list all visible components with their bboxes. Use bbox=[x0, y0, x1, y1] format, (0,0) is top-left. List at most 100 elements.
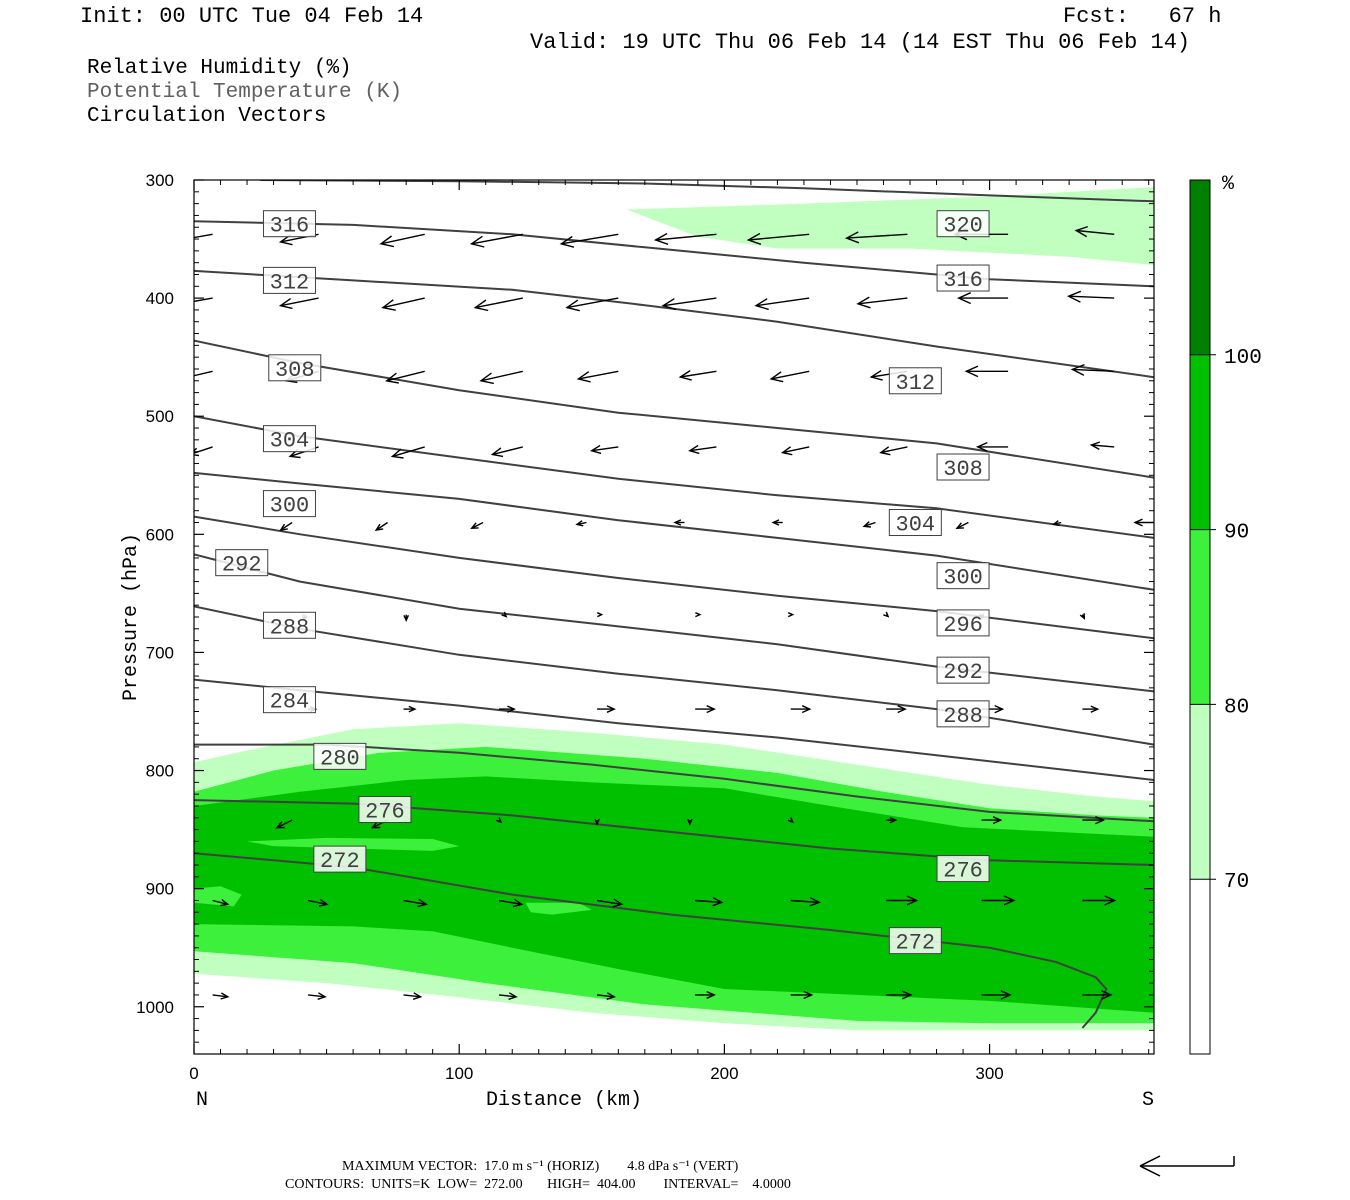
circulation-vector-15 bbox=[661, 297, 717, 311]
vector-shaft bbox=[471, 521, 484, 529]
vector-head bbox=[381, 299, 396, 311]
vector-head bbox=[490, 447, 504, 458]
vector-head bbox=[220, 992, 230, 1000]
circulation-vector-81 bbox=[596, 898, 624, 908]
vector-head bbox=[594, 818, 600, 826]
vector-head bbox=[1070, 364, 1085, 376]
circulation-vector-28 bbox=[964, 365, 1009, 378]
x-tick-label-200: 200 bbox=[710, 1064, 738, 1083]
circulation-vector-86 bbox=[1082, 895, 1117, 906]
vector-head bbox=[318, 898, 329, 907]
y-tick-label-300: 300 bbox=[146, 171, 174, 190]
theta-label-284-0: 284 bbox=[262, 686, 316, 715]
vector-shaft bbox=[857, 297, 908, 305]
circulation-vector-89 bbox=[403, 992, 423, 1000]
vector-head bbox=[379, 235, 395, 248]
circulation-vector-24 bbox=[576, 370, 619, 383]
theta-label-320-0: 320 bbox=[936, 210, 990, 239]
theta-label-text: 280 bbox=[320, 746, 360, 771]
vector-head bbox=[412, 992, 423, 1000]
circulation-vector-90 bbox=[498, 992, 518, 1000]
theta-label-text: 292 bbox=[222, 553, 262, 578]
vector-head bbox=[687, 818, 693, 826]
theta-contour-304 bbox=[194, 415, 1154, 539]
vector-head bbox=[1003, 895, 1016, 906]
vector-head bbox=[565, 299, 580, 312]
vector-shaft bbox=[1068, 295, 1115, 299]
y-tick-label-800: 800 bbox=[146, 762, 174, 781]
vector-head bbox=[787, 612, 795, 618]
theta-label-box bbox=[262, 210, 316, 238]
vector-shaft bbox=[680, 370, 717, 378]
vector-shaft bbox=[194, 233, 213, 239]
vector-head bbox=[769, 371, 784, 383]
vector-head bbox=[803, 990, 814, 1000]
vector-shaft bbox=[212, 899, 228, 905]
x-axis-label: Distance (km) bbox=[486, 1089, 642, 1112]
theta-label-box bbox=[262, 266, 316, 294]
circulation-vector-67 bbox=[1082, 705, 1100, 713]
circulation-vector-16 bbox=[754, 297, 810, 311]
vector-head bbox=[559, 235, 575, 248]
theta-contour-300 bbox=[194, 471, 1154, 591]
theta-label-box bbox=[313, 845, 367, 873]
theta-label-300-1: 300 bbox=[936, 562, 990, 591]
vector-shaft bbox=[386, 370, 425, 382]
theta-label-288-1: 288 bbox=[936, 700, 990, 729]
vector-shaft bbox=[956, 521, 969, 529]
circulation-vector-3 bbox=[469, 233, 523, 248]
vector-head bbox=[653, 232, 669, 245]
vector-shaft bbox=[597, 994, 615, 998]
vector-shaft bbox=[403, 899, 427, 905]
vector-head bbox=[479, 372, 494, 385]
colorbar-swatch-4 bbox=[1190, 180, 1210, 355]
theta-label-text: 320 bbox=[943, 214, 983, 239]
circulation-vector-68 bbox=[275, 819, 293, 829]
theta-label-316-0: 316 bbox=[262, 210, 316, 239]
vector-shaft bbox=[380, 233, 425, 245]
circulation-vector-74 bbox=[886, 816, 898, 824]
y-tick-label-600: 600 bbox=[146, 525, 174, 544]
vector-shaft bbox=[194, 297, 213, 303]
vector-head bbox=[1066, 290, 1082, 303]
vector-head bbox=[955, 522, 964, 529]
vector-head bbox=[771, 519, 780, 526]
vector-head bbox=[906, 895, 919, 906]
circulation-vector-5 bbox=[653, 232, 717, 245]
circulation-vector-75 bbox=[981, 816, 1003, 825]
theta-label-box bbox=[262, 611, 316, 639]
circulation-vector-96 bbox=[1082, 990, 1113, 1000]
vector-head bbox=[408, 705, 417, 713]
vector-head bbox=[275, 821, 285, 829]
circulation-vector-83 bbox=[790, 896, 821, 907]
circulation-vector-0 bbox=[194, 233, 213, 239]
vector-head bbox=[856, 296, 871, 309]
theta-label-text: 312 bbox=[896, 371, 936, 396]
circulation-vector-2 bbox=[379, 233, 425, 248]
theta-label-box bbox=[262, 425, 316, 453]
vector-head bbox=[889, 816, 898, 824]
theta-label-308-1: 308 bbox=[936, 453, 990, 482]
circulation-vector-40 bbox=[279, 521, 293, 532]
y-tick-label-400: 400 bbox=[146, 289, 174, 308]
circulation-vector-60 bbox=[403, 705, 417, 713]
vector-head bbox=[688, 444, 700, 455]
vector-head bbox=[844, 231, 860, 244]
vector-head bbox=[992, 816, 1003, 825]
theta-label-text: 312 bbox=[270, 270, 310, 295]
y-axis-label: Pressure (hPa) bbox=[120, 533, 143, 701]
vector-head bbox=[869, 370, 883, 381]
vector-shaft bbox=[755, 297, 810, 307]
vector-head bbox=[902, 990, 913, 1000]
theta-label-312-0: 312 bbox=[262, 266, 316, 295]
theta-label-text: 272 bbox=[896, 931, 936, 956]
circulation-vector-18 bbox=[956, 292, 1009, 305]
vector-head bbox=[673, 519, 682, 526]
vector-shaft bbox=[880, 446, 908, 454]
rh-region-80-5 bbox=[525, 902, 592, 915]
vector-shaft bbox=[307, 899, 328, 905]
circulation-vector-37 bbox=[879, 446, 908, 456]
vector-head bbox=[508, 992, 518, 1000]
theta-label-text: 292 bbox=[943, 660, 983, 685]
